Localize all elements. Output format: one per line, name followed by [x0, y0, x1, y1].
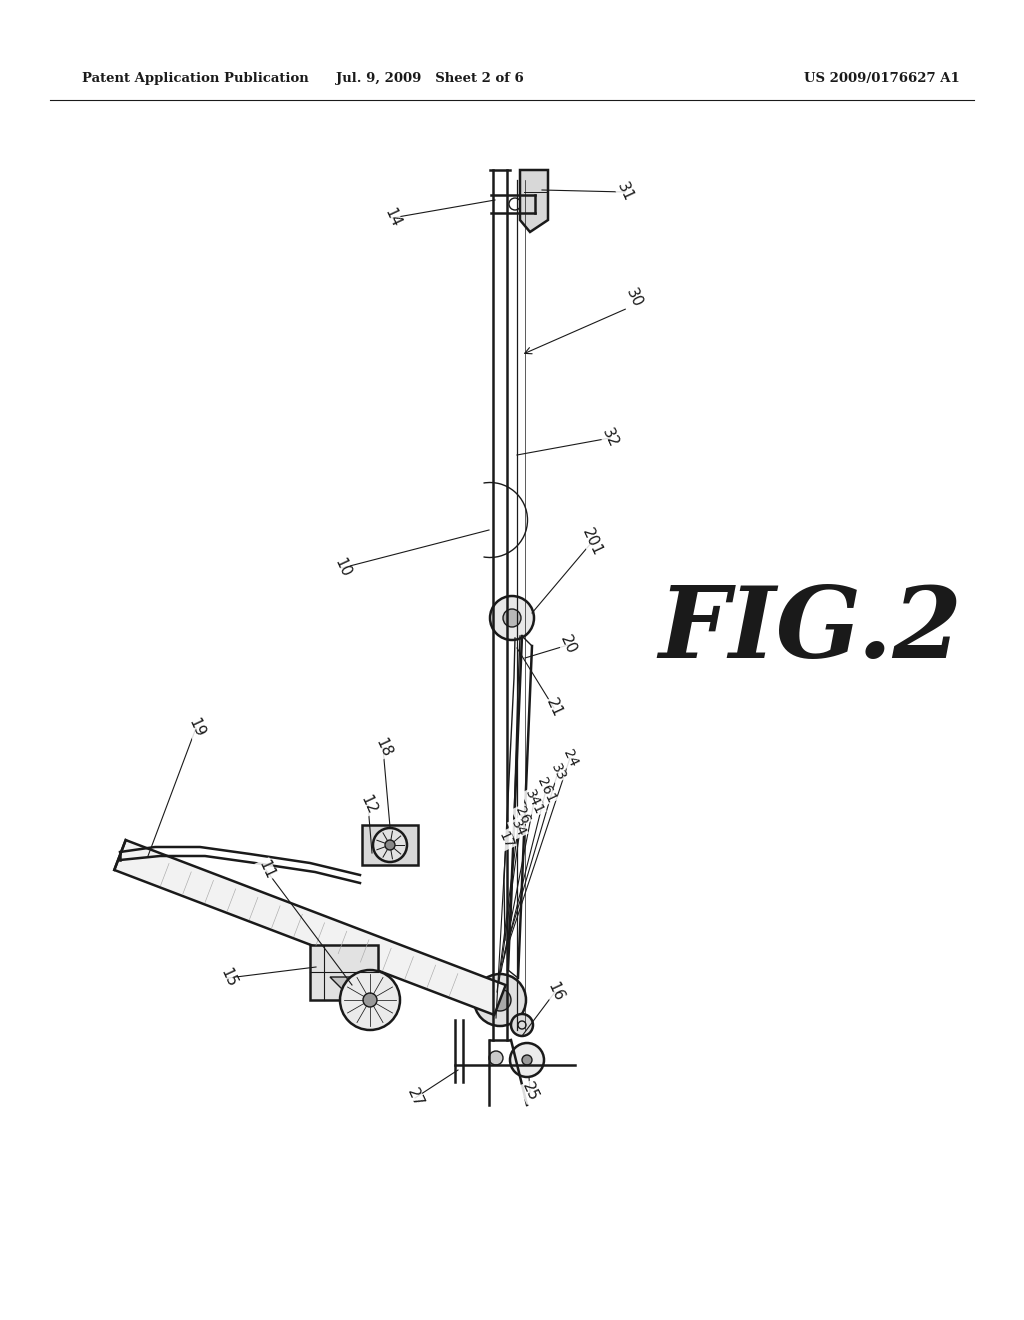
Text: 10: 10 [331, 556, 353, 579]
Text: 261: 261 [535, 775, 558, 805]
Circle shape [510, 1043, 544, 1077]
Circle shape [474, 974, 526, 1026]
Polygon shape [115, 840, 506, 1015]
Circle shape [490, 597, 534, 640]
Text: 21: 21 [543, 696, 565, 719]
Text: 16: 16 [544, 979, 566, 1005]
Circle shape [522, 1055, 532, 1065]
Circle shape [489, 1051, 503, 1065]
Polygon shape [330, 977, 370, 997]
Text: 26: 26 [512, 804, 532, 826]
Text: 11: 11 [255, 858, 276, 882]
Text: 27: 27 [404, 1086, 426, 1110]
Circle shape [511, 1014, 534, 1036]
Text: Jul. 9, 2009   Sheet 2 of 6: Jul. 9, 2009 Sheet 2 of 6 [336, 73, 524, 84]
Text: 341: 341 [522, 787, 546, 817]
Circle shape [373, 828, 407, 862]
Text: 201: 201 [580, 525, 605, 558]
Polygon shape [362, 825, 418, 865]
Text: 17: 17 [496, 829, 516, 851]
Polygon shape [520, 170, 548, 232]
Text: 18: 18 [372, 737, 394, 760]
Polygon shape [310, 945, 378, 1001]
Text: US 2009/0176627 A1: US 2009/0176627 A1 [804, 73, 961, 84]
Text: 19: 19 [185, 715, 207, 741]
Text: FIG.2: FIG.2 [658, 582, 962, 678]
Text: 25: 25 [519, 1080, 541, 1104]
Circle shape [362, 993, 377, 1007]
Text: 15: 15 [217, 966, 239, 990]
Text: 30: 30 [624, 286, 645, 310]
Text: 14: 14 [381, 206, 402, 230]
Circle shape [489, 989, 511, 1011]
Text: 31: 31 [614, 180, 636, 205]
Text: 12: 12 [357, 793, 379, 817]
Circle shape [340, 970, 400, 1030]
Text: 33: 33 [548, 762, 568, 783]
Text: Patent Application Publication: Patent Application Publication [82, 73, 309, 84]
Text: 32: 32 [599, 426, 621, 450]
Text: 24: 24 [560, 747, 580, 768]
Text: 34: 34 [508, 817, 528, 840]
Circle shape [503, 609, 521, 627]
Text: 20: 20 [557, 634, 579, 657]
Circle shape [385, 840, 395, 850]
